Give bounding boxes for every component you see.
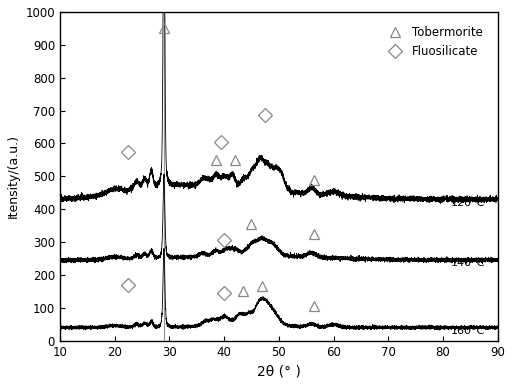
Text: 160°C: 160°C [451,326,485,336]
X-axis label: 2θ (° ): 2θ (° ) [257,364,301,378]
Legend: Tobermorite, Fluosilicate: Tobermorite, Fluosilicate [379,21,487,62]
Text: 140°C: 140°C [451,258,485,268]
Text: 120°C: 120°C [451,198,485,208]
Y-axis label: Itensity/(a.u.): Itensity/(a.u.) [7,134,20,218]
